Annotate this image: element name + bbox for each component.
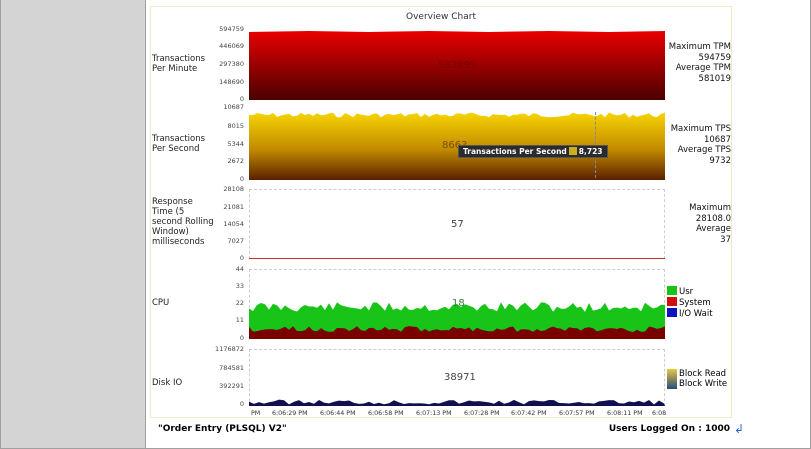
legend-item-block-read: Block Read Block Write — [667, 369, 727, 389]
disk-legend: Block Read Block Write — [667, 369, 727, 389]
disk-current-value: 38971 — [444, 372, 476, 383]
tps-row-label: Transactions Per Second — [152, 134, 206, 154]
tooltip-swatch — [568, 147, 577, 155]
response-current-value: 57 — [451, 219, 464, 230]
tooltip-value: 8,723 — [578, 147, 603, 156]
tpm-y-tick: 594759 — [219, 25, 244, 33]
cpu-current-value: 18 — [452, 298, 465, 309]
x-tick: 6:07:28 PM — [464, 410, 500, 417]
legend-label: Block Write — [679, 379, 728, 389]
cpu-y-tick: 33 — [235, 282, 244, 290]
legend-item-usr: Usr — [667, 286, 713, 297]
tpm-y-tick: 0 — [239, 95, 244, 103]
tpm-y-tick: 446069 — [219, 42, 244, 50]
response-y-tick: 28108 — [223, 185, 244, 193]
io-wait-swatch — [667, 308, 677, 317]
legend-label: Usr — [679, 287, 694, 297]
cpu-legend: Usr System I/O Wait — [667, 286, 713, 319]
disk-y-tick: 392291 — [219, 382, 244, 390]
x-tick: 6:07:57 PM — [559, 410, 595, 417]
response-y-tick: 21081 — [223, 203, 244, 211]
response-row-label: Response Time (5 second Rolling Window) … — [152, 197, 214, 247]
tooltip-label: Transactions Per Second — [463, 147, 567, 156]
disk-area-chart — [249, 399, 665, 406]
response-line — [249, 258, 665, 259]
disk-row-label: Disk IO — [152, 378, 183, 388]
tps-y-tick: 10687 — [223, 103, 244, 111]
tpm-area-chart — [249, 31, 665, 100]
tps-stats: Maximum TPS 10687 Average TPS 9732 — [670, 124, 731, 166]
tps-y-tick: 8015 — [227, 122, 244, 130]
x-tick: PM — [251, 410, 261, 417]
tps-y-tick: 0 — [239, 175, 244, 183]
response-stats: Maximum 28108.0 Average 37 — [689, 203, 731, 245]
cpu-y-tick: 44 — [235, 265, 244, 273]
x-tick: 6:08 — [652, 410, 666, 417]
x-tick: 6:06:29 PM — [272, 410, 308, 417]
response-y-tick: 7027 — [227, 237, 244, 245]
cpu-y-tick: 22 — [235, 299, 244, 307]
system-swatch — [667, 297, 677, 306]
cpu-row-label: CPU — [152, 298, 170, 308]
x-tick: 6:07:42 PM — [511, 410, 547, 417]
benchmark-name: "Order Entry (PLSQL) V2" — [158, 424, 287, 434]
disk-y-tick: 0 — [239, 400, 244, 408]
x-tick: 6:06:44 PM — [320, 410, 356, 417]
tps-area-chart — [249, 112, 665, 180]
return-arrow-icon[interactable]: ↲ — [734, 422, 745, 436]
legend-label: System — [679, 298, 711, 308]
tps-y-tick: 5344 — [227, 140, 244, 148]
x-tick: 6:08:11 PM — [607, 410, 643, 417]
cpu-area-chart — [249, 302, 665, 339]
tpm-current-value: 583899 — [438, 60, 477, 71]
legend-item-system: System — [667, 297, 713, 308]
tpm-y-tick: 148690 — [219, 78, 244, 86]
legend-label: Block Read — [679, 369, 727, 379]
response-y-tick: 0 — [239, 254, 244, 262]
disk-swatch — [667, 369, 677, 389]
tps-y-tick: 2672 — [227, 157, 244, 165]
cpu-y-tick: 11 — [235, 316, 244, 324]
left-sidebar-panel — [0, 0, 146, 449]
x-tick: 6:07:13 PM — [416, 410, 452, 417]
tpm-row-label: Transactions Per Minute — [152, 54, 206, 74]
tpm-stats: Maximum TPM 594759 Average TPM 581019 — [668, 42, 731, 84]
chart-title: Overview Chart — [406, 12, 476, 22]
response-y-tick: 14054 — [223, 220, 244, 228]
usr-swatch — [667, 286, 677, 295]
disk-y-tick: 784581 — [219, 364, 244, 372]
cpu-y-tick: 0 — [239, 334, 244, 342]
tps-tooltip: Transactions Per Second 8,723 — [458, 145, 608, 158]
users-logged-on: Users Logged On : 1000 — [608, 424, 730, 434]
tps-current-value: 8663 — [442, 140, 468, 151]
tpm-y-tick: 297380 — [219, 60, 244, 68]
disk-y-tick: 1176872 — [215, 345, 244, 353]
x-tick: 6:06:58 PM — [368, 410, 404, 417]
legend-item-io-wait: I/O Wait — [667, 308, 713, 319]
legend-label: I/O Wait — [679, 309, 713, 319]
